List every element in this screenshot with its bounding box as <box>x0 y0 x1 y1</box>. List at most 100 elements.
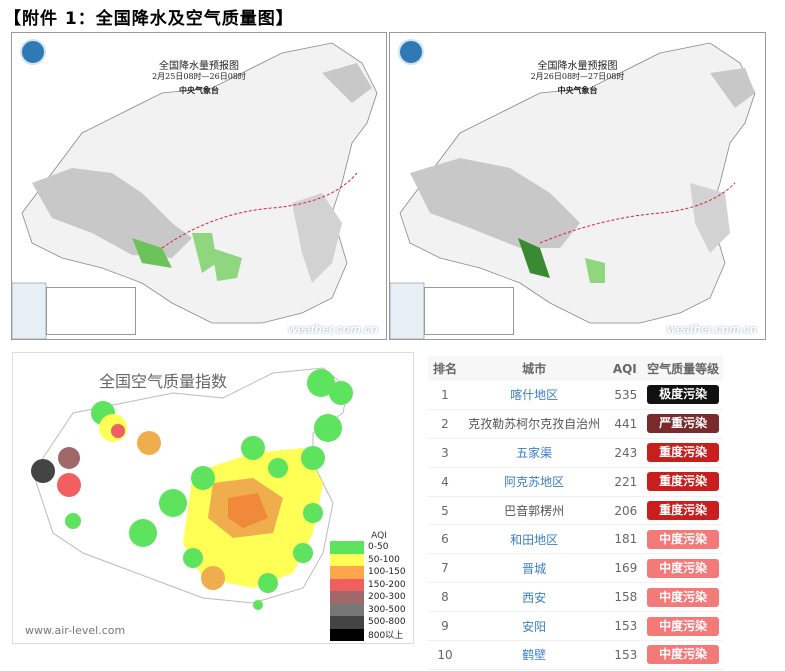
city-link: 克孜勒苏柯尔克孜自治州 <box>462 409 607 439</box>
aqi-value: 158 <box>606 582 644 613</box>
level-badge: 重度污染 <box>647 443 720 463</box>
aqi-legend-item: 500-800 <box>330 616 408 629</box>
aqi-value: 153 <box>606 611 644 642</box>
level-badge: 中度污染 <box>647 529 720 549</box>
aqi-map-panel: 全国空气质量指数 www.air-level.com AQI 0-50 50-10… <box>12 352 414 644</box>
precip-map-2: 全国降水量预报图 2月26日08时—27日08时 中央气象台 weather.c… <box>389 32 766 340</box>
map-time: 2月26日08时—27日08时 <box>530 72 625 81</box>
rank-cell: 7 <box>428 553 462 584</box>
aqi-site-link[interactable]: www.air-level.com <box>25 624 126 637</box>
aqi-legend-item: 300-500 <box>330 603 408 616</box>
cma-logo-icon <box>398 39 424 65</box>
aqi-legend-label: 300-500 <box>368 604 406 615</box>
table-row: 10 鹤壁 153 中度污染 <box>428 640 723 670</box>
level-cell: 重度污染 <box>643 496 723 526</box>
aqi-map-graphic <box>31 367 353 610</box>
city-link[interactable]: 和田地区 <box>462 524 607 555</box>
aqi-legend-title: AQI <box>371 531 387 541</box>
precip-legend <box>46 287 136 335</box>
rank-cell: 8 <box>428 582 462 613</box>
level-badge: 中度污染 <box>647 616 720 636</box>
level-cell: 重度污染 <box>643 467 723 497</box>
city-link[interactable]: 西安 <box>462 582 607 613</box>
aqi-value: 535 <box>606 381 644 410</box>
level-badge: 中度污染 <box>647 587 720 607</box>
aqi-legend-label: 150-200 <box>368 579 406 590</box>
aqi-legend-item: 800以上 <box>330 628 408 642</box>
aqi-legend-label: 100-150 <box>368 567 406 578</box>
page-title: 【附件 1：全国降水及空气质量图】 <box>4 9 294 29</box>
level-badge: 重度污染 <box>647 501 720 520</box>
header-city: 城市 <box>462 356 607 381</box>
aqi-value: 206 <box>606 496 644 526</box>
map-org: 中央气象台 <box>557 85 598 95</box>
map-title: 全国降水量预报图 <box>537 61 618 72</box>
aqi-legend-swatch <box>330 541 364 554</box>
city-link[interactable]: 阿克苏地区 <box>462 467 607 497</box>
aqi-legend: AQI 0-50 50-100 100-150 150-200 200-300 300-5… <box>330 531 408 641</box>
aqi-legend-label: 200-300 <box>368 592 406 603</box>
level-cell: 中度污染 <box>643 611 723 642</box>
aqi-legend-label: 500-800 <box>368 617 406 628</box>
table-row: 8 西安 158 中度污染 <box>428 582 723 613</box>
header-level: 空气质量等级 <box>643 356 723 381</box>
table-row: 2 克孜勒苏柯尔克孜自治州 441 严重污染 <box>428 409 723 439</box>
level-cell: 极度污染 <box>643 381 723 410</box>
city-link: 巴音郭楞州 <box>462 496 607 526</box>
level-badge: 中度污染 <box>647 558 720 578</box>
aqi-legend-item: 150-200 <box>330 578 408 591</box>
rank-cell: 2 <box>428 409 462 439</box>
level-cell: 中度污染 <box>643 524 723 555</box>
aqi-legend-label: 800以上 <box>368 631 404 642</box>
level-cell: 中度污染 <box>643 582 723 613</box>
aqi-legend-item: 0-50 <box>330 541 408 554</box>
aqi-legend-item: 100-150 <box>330 566 408 579</box>
map-org: 中央气象台 <box>179 85 219 95</box>
table-row: 4 阿克苏地区 221 重度污染 <box>428 467 723 497</box>
table-row: 1 喀什地区 535 极度污染 <box>428 381 723 410</box>
level-cell: 重度污染 <box>643 438 723 468</box>
aqi-value: 169 <box>606 553 644 584</box>
city-link[interactable]: 晋城 <box>462 553 607 584</box>
precip-legend <box>424 287 514 335</box>
rank-cell: 9 <box>428 611 462 642</box>
city-link[interactable]: 喀什地区 <box>462 381 607 410</box>
table-row: 9 安阳 153 中度污染 <box>428 611 723 642</box>
aqi-value: 243 <box>606 438 644 468</box>
level-badge: 严重污染 <box>647 414 720 434</box>
city-link[interactable]: 鹤壁 <box>462 640 607 670</box>
city-link[interactable]: 五家渠 <box>462 438 607 468</box>
level-cell: 中度污染 <box>643 640 723 670</box>
rank-cell: 3 <box>428 438 462 468</box>
city-link[interactable]: 安阳 <box>462 611 607 642</box>
aqi-ranking-table: 排名 城市 AQI 空气质量等级 1 喀什地区 535 极度污染 2 克孜勒苏柯尔克孜自治… <box>428 356 723 670</box>
header-aqi: AQI <box>606 356 644 381</box>
precip-map-1: 全国降水量预报图 2月25日08时—26日08时 中央气象台 weather.c… <box>11 32 387 340</box>
aqi-legend-item: 50-100 <box>330 553 408 566</box>
level-badge: 极度污染 <box>647 385 720 405</box>
header-rank: 排名 <box>428 356 462 381</box>
table-row: 5 巴音郭楞州 206 重度污染 <box>428 496 723 526</box>
rank-cell: 5 <box>428 496 462 526</box>
aqi-legend-item: 200-300 <box>330 591 408 604</box>
aqi-legend-swatch <box>330 553 364 566</box>
aqi-map-title: 全国空气质量指数 <box>98 372 227 391</box>
level-cell: 中度污染 <box>643 553 723 584</box>
aqi-legend-swatch <box>330 603 364 616</box>
rank-cell: 10 <box>428 640 462 670</box>
map-title: 全国降水量预报图 <box>159 61 239 72</box>
aqi-legend-swatch <box>330 566 364 579</box>
map-time: 2月25日08时—26日08时 <box>152 72 246 81</box>
rank-cell: 1 <box>428 381 462 410</box>
aqi-value: 181 <box>606 524 644 555</box>
aqi-value: 153 <box>606 640 644 670</box>
table-row: 3 五家渠 243 重度污染 <box>428 438 723 468</box>
aqi-legend-label: 0-50 <box>368 542 389 553</box>
aqi-legend-swatch <box>330 578 364 591</box>
watermark: weather.com.cn <box>287 322 378 336</box>
aqi-legend-label: 50-100 <box>368 554 400 565</box>
cma-logo-icon <box>20 39 46 65</box>
level-cell: 严重污染 <box>643 409 723 439</box>
aqi-legend-swatch <box>330 616 364 629</box>
table-row: 7 晋城 169 中度污染 <box>428 553 723 584</box>
